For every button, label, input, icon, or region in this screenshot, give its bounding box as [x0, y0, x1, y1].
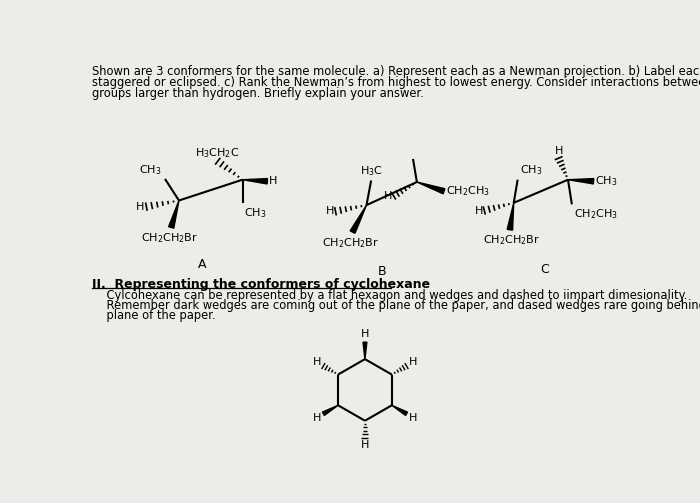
Text: A: A: [198, 258, 206, 271]
Text: H: H: [475, 206, 483, 215]
Text: H: H: [554, 146, 563, 156]
Text: H: H: [384, 191, 392, 201]
Text: CH$_3$: CH$_3$: [520, 163, 542, 178]
Text: CH$_3$: CH$_3$: [139, 163, 162, 178]
Text: B: B: [378, 265, 386, 278]
Text: groups larger than hydrogen. Briefly explain your answer.: groups larger than hydrogen. Briefly exp…: [92, 87, 424, 100]
Text: H: H: [312, 412, 321, 423]
Polygon shape: [363, 342, 367, 359]
Text: staggered or eclipsed. c) Rank the Newman’s from highest to lowest energy. Consi: staggered or eclipsed. c) Rank the Newma…: [92, 76, 700, 89]
Text: CH$_2$CH$_2$Br: CH$_2$CH$_2$Br: [141, 231, 198, 245]
Text: II.  Representing the conformers of cyclohexane: II. Representing the conformers of cyclo…: [92, 278, 430, 291]
Text: H: H: [312, 357, 321, 367]
Text: CH$_2$CH$_3$: CH$_2$CH$_3$: [446, 185, 489, 198]
Polygon shape: [508, 203, 514, 230]
Polygon shape: [350, 205, 367, 233]
Text: H: H: [409, 412, 417, 423]
Polygon shape: [568, 179, 594, 184]
Text: H$_3$CH$_2$C: H$_3$CH$_2$C: [195, 146, 240, 159]
Polygon shape: [169, 201, 179, 228]
Polygon shape: [417, 182, 445, 194]
Text: CH$_2$CH$_2$Br: CH$_2$CH$_2$Br: [323, 236, 379, 249]
Polygon shape: [392, 405, 407, 415]
Text: H$_3$C: H$_3$C: [360, 164, 383, 178]
Text: H: H: [360, 329, 369, 340]
Text: CH$_2$CH$_3$: CH$_2$CH$_3$: [574, 207, 618, 221]
Text: CH$_2$CH$_2$Br: CH$_2$CH$_2$Br: [483, 233, 540, 247]
Polygon shape: [323, 405, 338, 415]
Text: H: H: [409, 357, 417, 367]
Polygon shape: [242, 179, 267, 184]
Text: H: H: [326, 206, 334, 216]
Text: plane of the paper.: plane of the paper.: [92, 309, 216, 322]
Text: CH$_3$: CH$_3$: [595, 175, 617, 188]
Text: H: H: [136, 202, 144, 212]
Text: H: H: [360, 440, 369, 450]
Text: Cylcohexane can be represented by a flat hexagon and wedges and dashed to iimpar: Cylcohexane can be represented by a flat…: [92, 289, 687, 302]
Text: Remember dark wedges are coming out of the plane of the paper, and dased wedges : Remember dark wedges are coming out of t…: [92, 299, 700, 312]
Text: H: H: [269, 176, 277, 186]
Text: C: C: [540, 263, 549, 276]
Text: Shown are 3 conformers for the same molecule. a) Represent each as a Newman proj: Shown are 3 conformers for the same mole…: [92, 65, 700, 78]
Text: CH$_3$: CH$_3$: [244, 206, 267, 220]
